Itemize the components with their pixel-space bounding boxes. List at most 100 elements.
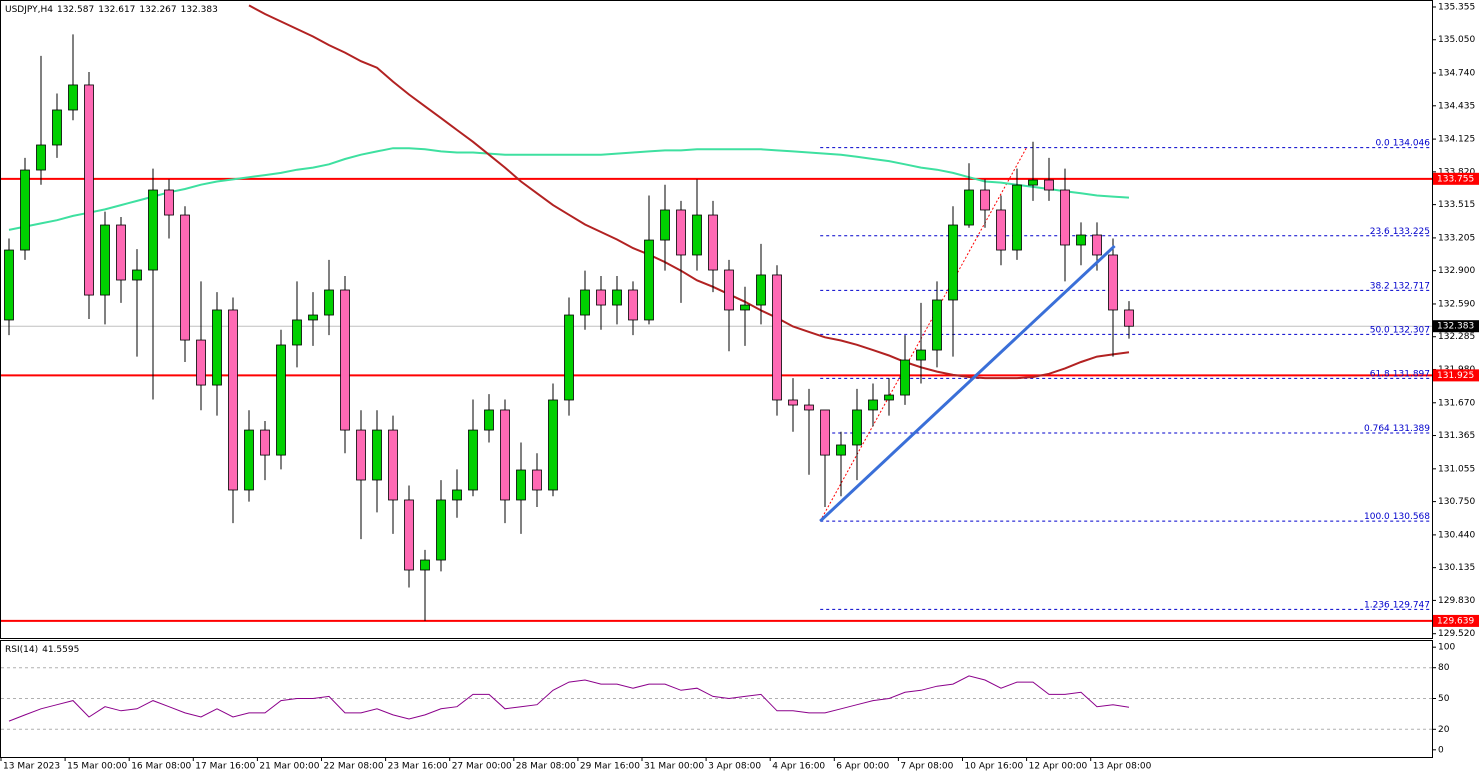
candle-body — [484, 409, 494, 431]
candle-body — [196, 339, 206, 386]
candle-body — [388, 429, 398, 501]
fib-value: 131.897 — [1393, 369, 1430, 379]
candle-body — [644, 239, 654, 321]
chart-header: USDJPY,H4 132.587 132.617 132.267 132.383 — [5, 5, 218, 15]
candle-body — [516, 469, 526, 501]
y-tick-label: 129.830 — [1438, 596, 1475, 606]
fib-label: 0.0 134.046 — [1375, 138, 1430, 148]
last-price-label: 132.383 — [1437, 322, 1474, 332]
rsi-name: RSI(14) — [5, 645, 38, 655]
fib-value: 132.307 — [1393, 325, 1430, 335]
candle-body — [596, 289, 606, 306]
moving-average — [248, 4, 1130, 380]
level-box — [1433, 172, 1479, 185]
moving-average — [8, 147, 1130, 231]
fib-label: 50.0 132.307 — [1370, 325, 1430, 335]
candle-body — [836, 444, 846, 456]
rsi-header: RSI(14) 41.5595 — [5, 645, 79, 655]
candle-body — [964, 189, 974, 226]
fib-value: 129.747 — [1393, 600, 1430, 610]
candle-body — [500, 409, 510, 501]
rsi-line — [8, 675, 1130, 722]
candle-body — [164, 189, 174, 216]
x-tick-label: 17 Mar 16:00 — [195, 762, 255, 772]
fib-ratio: 0.764 — [1364, 423, 1390, 433]
rsi-tick-label: 0 — [1438, 745, 1444, 755]
candle-body — [1108, 254, 1118, 311]
x-tick-label: 27 Mar 00:00 — [452, 762, 512, 772]
candle-body — [852, 409, 862, 446]
level-label: 131.925 — [1437, 371, 1474, 381]
fib-label: 0.764 131.389 — [1364, 423, 1430, 433]
x-tick-label: 6 Apr 00:00 — [836, 762, 889, 772]
fib-value: 132.717 — [1393, 281, 1430, 291]
candle-body — [660, 209, 670, 241]
rsi-tick-label: 100 — [1438, 643, 1455, 653]
candle-body — [228, 309, 238, 491]
candle-body — [804, 404, 814, 411]
candle-body — [340, 289, 350, 431]
y-tick-label: 133.820 — [1438, 167, 1475, 177]
header-value: 132.267 — [139, 5, 176, 15]
candle-body — [132, 269, 142, 281]
x-tick-label: 15 Mar 00:00 — [67, 762, 127, 772]
candle-body — [868, 399, 878, 411]
fib-label: 38.2 132.717 — [1370, 281, 1430, 291]
rsi-tick-label: 80 — [1438, 663, 1450, 673]
y-tick-label: 133.205 — [1438, 233, 1475, 243]
x-tick-label: 10 Apr 16:00 — [965, 762, 1024, 772]
candle-body — [436, 499, 446, 561]
candle-body — [468, 429, 478, 491]
x-tick-label: 28 Mar 08:00 — [516, 762, 576, 772]
fib-label: 1.236 129.747 — [1364, 600, 1430, 610]
y-tick-label: 132.590 — [1438, 299, 1475, 309]
y-tick-label: 133.515 — [1438, 200, 1475, 210]
fib-ratio: 38.2 — [1370, 281, 1390, 291]
candle-body — [324, 289, 334, 316]
y-tick-label: 135.355 — [1438, 2, 1475, 12]
y-tick-label: 132.285 — [1438, 332, 1475, 342]
candle-body — [932, 299, 942, 351]
x-tick-label: 3 Apr 08:00 — [708, 762, 761, 772]
y-tick-label: 135.050 — [1438, 35, 1475, 45]
x-tick-label: 13 Apr 08:00 — [1093, 762, 1152, 772]
x-tick-label: 12 Apr 00:00 — [1029, 762, 1088, 772]
candle-body — [564, 314, 574, 401]
candle-body — [20, 169, 30, 251]
fib-label: 61.8 131.897 — [1370, 369, 1430, 379]
fib-label: 23.6 133.225 — [1370, 226, 1430, 236]
candle-body — [148, 189, 158, 271]
x-tick-label: 22 Mar 08:00 — [324, 762, 384, 772]
level-box — [1433, 369, 1479, 382]
rsi-tick-label: 20 — [1438, 725, 1450, 735]
candle-body — [68, 84, 78, 111]
candle-body — [756, 274, 766, 306]
y-tick-label: 130.750 — [1438, 497, 1475, 507]
candle-body — [980, 189, 990, 211]
candle-body — [692, 214, 702, 256]
candle-body — [1044, 179, 1054, 191]
y-tick-label: 131.670 — [1438, 398, 1475, 408]
candle-body — [628, 289, 638, 321]
x-tick-label: 31 Mar 00:00 — [644, 762, 704, 772]
candle-body — [1028, 179, 1038, 186]
fib-label: 100.0 130.568 — [1364, 512, 1430, 522]
candle-body — [292, 319, 302, 346]
rsi-last: 41.5595 — [42, 645, 79, 655]
y-tick-label: 130.440 — [1438, 530, 1475, 540]
candle-body — [996, 209, 1006, 251]
candle-body — [820, 409, 830, 456]
candle-body — [1092, 234, 1102, 256]
y-tick-label: 129.520 — [1438, 629, 1475, 639]
candle-body — [1012, 184, 1022, 251]
y-tick-label: 134.435 — [1438, 101, 1475, 111]
candle-body — [372, 429, 382, 481]
y-tick-label: 131.365 — [1438, 431, 1475, 441]
x-tick-label: 7 Apr 08:00 — [900, 762, 953, 772]
candle-body — [916, 349, 926, 361]
fib-ratio: 61.8 — [1370, 369, 1390, 379]
fib-ratio: 50.0 — [1370, 325, 1390, 335]
candle-body — [1124, 309, 1134, 327]
candle-body — [1060, 189, 1070, 246]
